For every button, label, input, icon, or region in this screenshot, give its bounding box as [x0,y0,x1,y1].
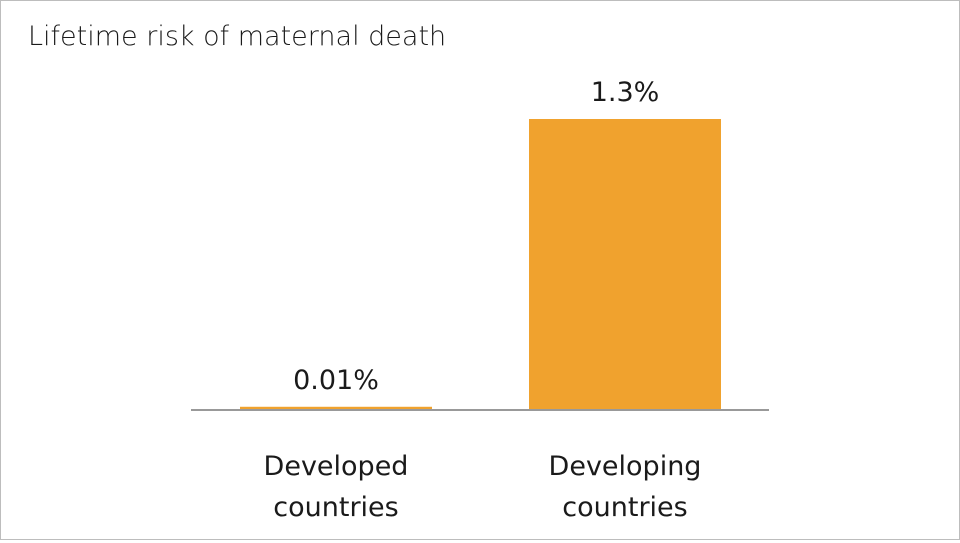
data-label-1: 0.01% [293,365,379,396]
category-label-2-line-1: Developing [549,451,702,482]
category-label-2-line-2: countries [562,492,687,523]
category-label-1-line-1: Developed [264,451,409,482]
labels-layer: 0.01% Developed countries 1.3% Developing cou… [264,77,702,523]
category-label-1-line-2: countries [273,492,398,523]
bars-layer [240,119,721,409]
data-label-2: 1.3% [591,77,660,108]
bar-1 [240,406,432,409]
chart-title: Lifetime risk of maternal death [28,21,446,52]
bar-2 [529,119,721,409]
